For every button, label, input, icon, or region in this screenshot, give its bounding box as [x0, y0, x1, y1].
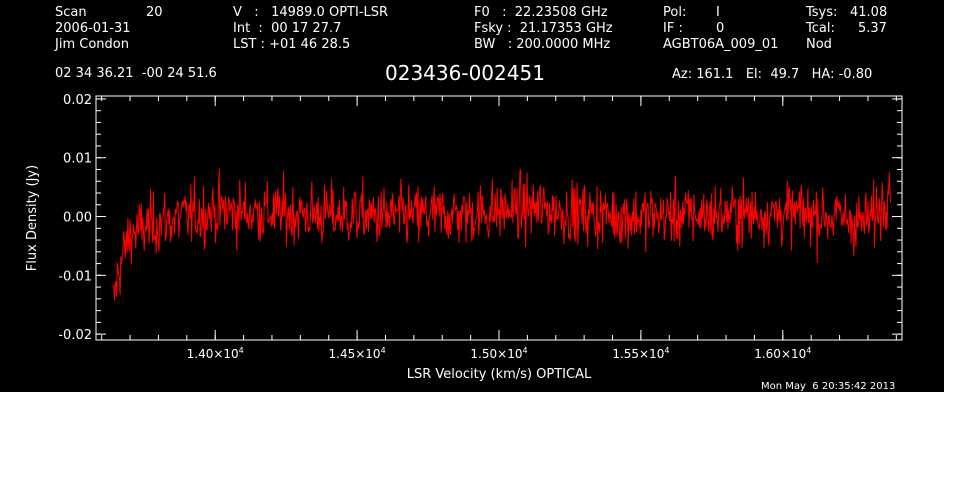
project-id: AGBT06A_009_01 [663, 37, 779, 52]
axis-ticks [96, 96, 902, 340]
x-axis-label: LSR Velocity (km/s) OPTICAL [407, 367, 592, 382]
source-coordinates: 02 34 36.21 -00 24 51.6 [55, 66, 217, 81]
scan-label: Scan [55, 5, 87, 20]
flux-density-spectrum-line [112, 168, 892, 301]
procedure-name: Nod [806, 37, 832, 52]
render-timestamp: Mon May 6 20:35:42 2013 [761, 381, 896, 392]
bandwidth-readout: BW : 200.0000 MHz [474, 37, 611, 52]
observer-name: Jim Condon [55, 37, 129, 52]
y-tick-label: 0.01 [63, 152, 92, 167]
y-tick-label: -0.02 [58, 328, 92, 343]
fsky-readout: Fsky : 21.17353 GHz [474, 21, 613, 36]
y-tick-label: 0.00 [63, 211, 92, 226]
y-tick-labels: -0.02 -0.01 0.00 0.01 0.02 [58, 93, 92, 343]
x-tick-label: 1.55×104 [612, 346, 669, 361]
y-tick-label: 0.02 [63, 93, 92, 108]
f0-readout: F0 : 22.23508 GHz [474, 5, 608, 20]
if-value: 0 [716, 21, 725, 36]
integration-time: Int : 00 17 27.7 [233, 21, 342, 36]
x-tick-label: 1.60×104 [754, 346, 811, 361]
spectrum-chart: -0.02-0.010.000.010.02 1.40×104 1.45×104 1… [25, 93, 903, 382]
x-tick-label: 1.45×104 [329, 346, 386, 361]
source-name: 023436-002451 [385, 61, 545, 85]
y-axis-label: Flux Density (Jy) [25, 165, 40, 271]
lst-readout: LST : +01 46 28.5 [233, 37, 351, 52]
pol-label: Pol: [663, 5, 687, 20]
y-tick-label: -0.01 [58, 269, 92, 284]
pointing-readout: Az: 161.1 El: 49.7 HA: -0.80 [672, 67, 873, 82]
velocity-readout: V : 14989.0 OPTI-LSR [233, 5, 389, 20]
x-tick-label: 1.50×104 [470, 346, 527, 361]
spectrum-panel: Scan 20 2006-01-31 Jim Condon V : 14989.… [0, 0, 944, 392]
tsys-value: 41.08 [850, 5, 888, 20]
if-label: IF : [663, 21, 683, 36]
tsys-label: Tsys: [806, 5, 838, 20]
pol-value: I [716, 5, 720, 20]
tcal-label: Tcal: [806, 21, 835, 36]
scan-number: 20 [146, 5, 163, 20]
tcal-value: 5.37 [858, 21, 887, 36]
x-tick-labels: 1.40×104 1.45×104 1.50×104 1.55×104 1.60×104 [187, 346, 812, 361]
observation-date: 2006-01-31 [55, 21, 131, 36]
x-tick-label: 1.40×104 [187, 346, 244, 361]
